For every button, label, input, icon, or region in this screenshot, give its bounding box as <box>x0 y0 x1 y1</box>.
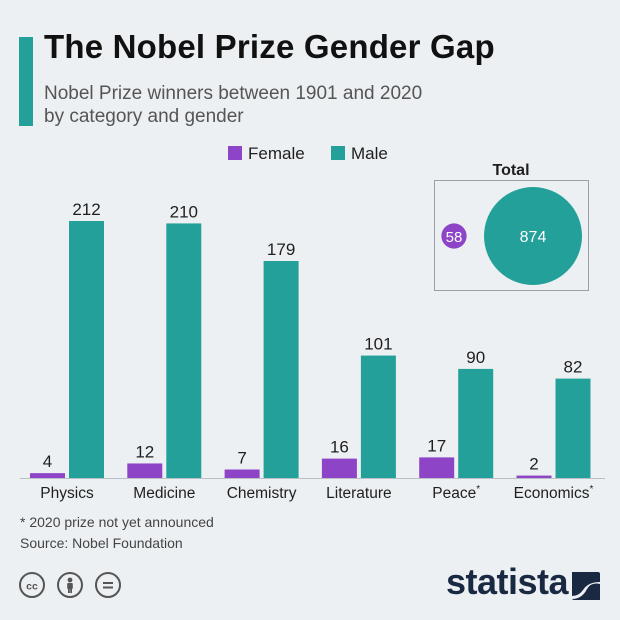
page-subtitle: Nobel Prize winners between 1901 and 202… <box>44 82 514 128</box>
data-label-male-chemistry: 179 <box>267 240 295 259</box>
bar-female-medicine <box>127 463 163 478</box>
bar-female-literature <box>321 458 357 478</box>
legend-swatch-male <box>331 146 345 160</box>
svg-text:cc: cc <box>26 581 38 593</box>
total-label-female: 58 <box>446 229 463 246</box>
data-label-male-physics: 212 <box>72 200 100 219</box>
source-text: Source: Nobel Foundation <box>20 535 183 551</box>
attribution-icon[interactable] <box>57 572 83 598</box>
data-label-female-chemistry: 7 <box>237 449 246 468</box>
data-label-male-medicine: 210 <box>170 202 198 221</box>
category-label-peace: Peace* <box>432 484 480 502</box>
total-title: Total <box>492 162 529 179</box>
subtitle-line-1: Nobel Prize winners between 1901 and 202… <box>44 83 423 104</box>
footnote: * 2020 prize not yet announced Source: N… <box>20 512 214 554</box>
data-label-female-physics: 4 <box>43 452 52 471</box>
category-label-economics: Economics* <box>514 484 594 502</box>
data-label-male-economics: 82 <box>564 358 583 377</box>
no-derivatives-icon[interactable] <box>95 572 121 598</box>
data-label-female-economics: 2 <box>529 455 538 474</box>
data-label-female-literature: 16 <box>330 438 349 457</box>
bar-male-medicine <box>166 223 202 478</box>
bar-female-economics <box>516 475 552 478</box>
title-accent-bar <box>19 37 33 126</box>
bar-female-physics <box>30 473 65 478</box>
total-circle-male <box>484 187 582 285</box>
bar-chart: Female Male 4 212 Physics 12 210 Medicine 7 179 Ch… <box>20 144 605 502</box>
data-label-male-literature: 101 <box>364 335 392 354</box>
legend-swatch-female <box>228 146 242 160</box>
category-label-medicine: Medicine <box>133 485 195 502</box>
data-label-female-peace: 17 <box>427 436 446 455</box>
statista-logo-text[interactable]: statista <box>446 561 569 602</box>
bar-male-economics <box>555 378 591 478</box>
legend-label-female: Female <box>248 144 305 163</box>
footnote-text: * 2020 prize not yet announced <box>20 514 214 530</box>
subtitle-line-2: by category and gender <box>44 106 244 127</box>
category-label-literature: Literature <box>326 485 391 502</box>
cc-icon[interactable]: cc <box>19 572 45 598</box>
statista-logo-icon <box>572 572 600 600</box>
bar-male-physics <box>69 221 104 478</box>
bar-male-literature <box>360 355 396 478</box>
bar-female-chemistry <box>224 469 260 478</box>
legend-label-male: Male <box>351 144 388 163</box>
bar-female-peace <box>419 457 455 478</box>
data-label-male-peace: 90 <box>466 348 485 367</box>
data-label-female-medicine: 12 <box>135 442 154 461</box>
page-title: The Nobel Prize Gender Gap <box>44 28 495 65</box>
category-label-chemistry: Chemistry <box>227 485 297 502</box>
total-label-male: 874 <box>520 229 547 246</box>
bar-male-peace <box>458 368 494 478</box>
bar-male-chemistry <box>263 261 299 478</box>
total-circle-female <box>441 223 467 249</box>
category-label-physics: Physics <box>40 485 94 502</box>
total-box <box>434 180 589 291</box>
